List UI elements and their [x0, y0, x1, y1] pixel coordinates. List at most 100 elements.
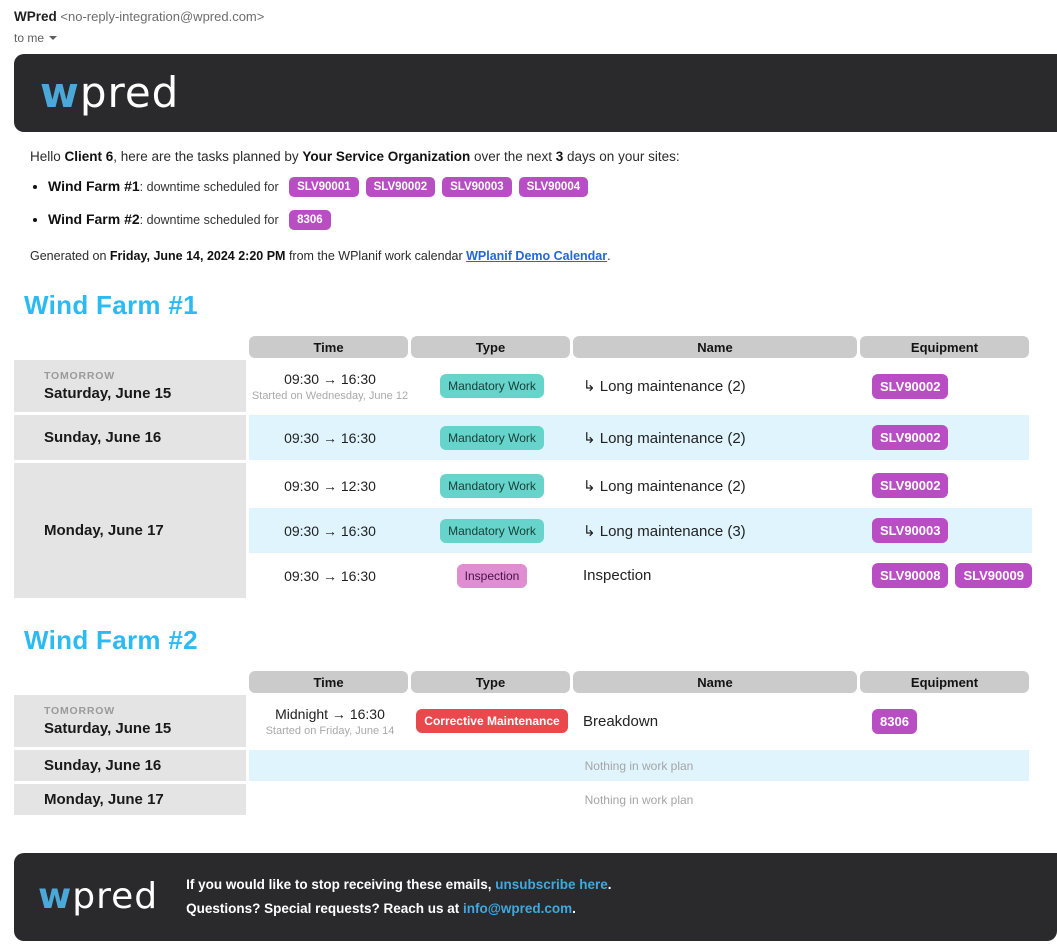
generated-text: Generated on — [30, 249, 110, 263]
generated-datetime: Friday, June 14, 2024 2:20 PM — [109, 249, 286, 263]
column-header: Time — [249, 336, 408, 358]
type-badge: Inspection — [456, 563, 528, 588]
wpred-footer-logo: wpred — [38, 879, 158, 915]
contact-email-link[interactable]: info@wpred.com — [462, 901, 573, 916]
chevron-down-icon — [49, 36, 58, 40]
column-header-blank — [14, 671, 246, 693]
calendar-link[interactable]: WPlanif Demo Calendar — [466, 249, 608, 263]
logo-w: w — [38, 876, 73, 917]
tomorrow-tag: TOMORROW — [44, 370, 115, 382]
downtime-label: : downtime scheduled for — [139, 180, 283, 195]
empty-row-text: Nothing in work plan — [584, 792, 694, 807]
type-cell: Corrective Maintenance — [411, 709, 573, 733]
equipment-badge: SLV90001 — [289, 177, 359, 197]
date-cell: Monday, June 17 — [14, 463, 246, 598]
footer-line2-period: . — [572, 901, 576, 916]
to-label: to me — [14, 31, 45, 45]
equipment-cell: SLV90002 — [860, 473, 1032, 498]
column-header: Equipment — [860, 336, 1029, 358]
time-range: 09:30 → 16:30 — [284, 522, 376, 539]
task-name: Inspection — [583, 567, 652, 584]
day-group: Monday, June 17 09:30 → 12:30 Mandatory Wo… — [14, 463, 1032, 598]
section-title: Wind Farm #2 — [24, 625, 198, 655]
time-range: 09:30 → 16:30 — [284, 567, 376, 584]
task-row: 09:30 → 16:30 Inspection Inspection SLV9000… — [249, 553, 1032, 598]
summary-item: Wind Farm #2: downtime scheduled for 830… — [48, 210, 1057, 230]
empty-row: Nothing in work plan — [249, 750, 1029, 781]
date-cell: TOMORROW Saturday, June 15 — [14, 360, 246, 412]
equipment-badge: SLV90002 — [872, 425, 949, 450]
farm-section: Wind Farm #1 Time Type Name Equipment TOMORRO… — [0, 290, 1057, 598]
equipment-badge: SLV90003 — [442, 177, 512, 197]
farm-section: Wind Farm #2 Time Type Name Equipment TOMORRO… — [0, 625, 1057, 815]
unsubscribe-link[interactable]: unsubscribe here — [495, 876, 608, 892]
contact-line: Questions? Special requests? Reach us at… — [186, 897, 611, 921]
task-name: ↳ Long maintenance (2) — [583, 477, 746, 495]
footer-text: If you would like to stop receiving thes… — [186, 873, 611, 922]
equipment-badge: SLV90002 — [872, 473, 949, 498]
day-rows: 09:30 → 16:30 Mandatory Work ↳ Long mainte… — [249, 415, 1029, 460]
time-cell: 09:30 → 16:30 — [249, 430, 411, 446]
site-name: Wind Farm #1 — [48, 178, 140, 195]
email-footer: wpred If you would like to stop receivin… — [14, 853, 1057, 941]
type-badge: Mandatory Work — [440, 518, 544, 543]
time-note: Started on Wednesday, June 12 — [251, 389, 409, 402]
equipment-badge: SLV90008 — [872, 563, 949, 588]
logo-rest: pred — [79, 68, 180, 117]
section-title: Wind Farm #1 — [24, 290, 198, 320]
date-label: Saturday, June 15 — [44, 720, 172, 737]
task-name: ↳ Long maintenance (2) — [583, 378, 746, 395]
task-name: ↳ Long maintenance (3) — [583, 522, 746, 540]
day-group: TOMORROW Saturday, June 15 09:30 → 16:30 St… — [14, 360, 1029, 412]
equipment-cell: SLV90003 — [860, 518, 1032, 543]
schedule-table: Time Type Name Equipment TOMORROW Saturday, J… — [14, 671, 1029, 815]
column-header: Name — [573, 336, 857, 358]
type-badge: Mandatory Work — [440, 425, 544, 450]
task-row: 09:30 → 16:30 Mandatory Work ↳ Long mainte… — [249, 508, 1032, 553]
time-range: 09:30 → 12:30 — [284, 477, 376, 494]
type-cell: Mandatory Work — [411, 425, 573, 450]
site-summary-list: Wind Farm #1: downtime scheduled for SLV… — [48, 177, 1057, 230]
column-header: Name — [573, 671, 857, 693]
column-header: Type — [411, 671, 570, 693]
task-row: Midnight → 16:30 Started on Friday, June … — [249, 695, 1029, 747]
equipment-cell: SLV90008 SLV90009 — [860, 563, 1032, 588]
type-cell: Mandatory Work — [411, 374, 573, 398]
day-group: Sunday, June 16 09:30 → 16:30 Mandatory Wo… — [14, 415, 1029, 460]
date-label: Sunday, June 16 — [44, 429, 162, 446]
intro-text: days on your sites: — [563, 149, 680, 164]
date-cell: Monday, June 17 — [14, 784, 246, 815]
table-header-row: Time Type Name Equipment — [14, 671, 1029, 693]
intro-text: over the next — [470, 149, 556, 164]
sender-line: WPred <no-reply-integration@wpred.com> — [14, 9, 1057, 24]
column-header: Equipment — [860, 671, 1029, 693]
equipment-badge: SLV90003 — [872, 518, 949, 543]
time-cell: 09:30 → 16:30 Started on Wednesday, June … — [249, 371, 411, 402]
time-range: Midnight → 16:30 — [275, 705, 385, 722]
equipment-cell: 8306 — [860, 708, 1029, 734]
schedule-table: Time Type Name Equipment TOMORROW Saturday, J… — [14, 336, 1032, 598]
footer-line1-period: . — [607, 876, 612, 892]
time-range: 09:30 → 16:30 — [284, 370, 376, 387]
time-cell: 09:30 → 16:30 — [249, 523, 411, 539]
column-header: Type — [411, 336, 570, 358]
day-rows: Midnight → 16:30 Started on Friday, June … — [249, 695, 1029, 747]
day-rows: 09:30 → 12:30 Mandatory Work ↳ Long mainte… — [249, 463, 1032, 598]
site-name: Wind Farm #2 — [48, 211, 140, 228]
logo-rest: pred — [72, 876, 159, 917]
column-header: Time — [249, 671, 408, 693]
intro-text: , here are the tasks planned by — [113, 149, 303, 164]
task-row: 09:30 → 16:30 Started on Wednesday, June … — [249, 360, 1029, 412]
equipment-badge: 8306 — [872, 708, 917, 734]
logo-w: w — [40, 68, 80, 117]
date-label: Saturday, June 15 — [44, 385, 172, 402]
generated-text: from the WPlanif work calendar — [285, 249, 467, 263]
to-me-dropdown[interactable]: to me — [14, 31, 1057, 45]
type-cell: Inspection — [411, 563, 573, 588]
day-rows: 09:30 → 16:30 Started on Wednesday, June … — [249, 360, 1029, 412]
equipment-cell: SLV90002 — [860, 373, 1029, 399]
wpred-logo: wpred — [40, 72, 179, 114]
type-badge: Corrective Maintenance — [416, 709, 568, 733]
date-label: Monday, June 17 — [44, 522, 164, 539]
type-badge: Mandatory Work — [440, 374, 544, 398]
